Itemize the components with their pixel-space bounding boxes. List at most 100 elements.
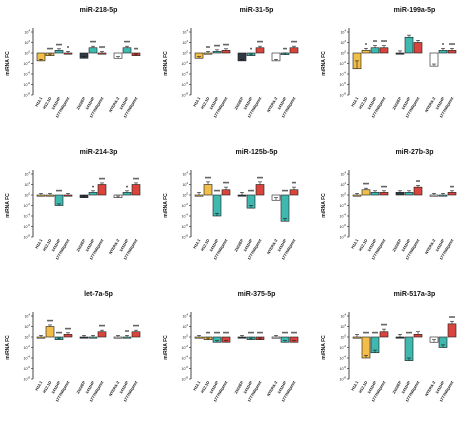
y-tick-label: 10-4 <box>340 355 347 361</box>
x-tick-label: 1411HP <box>50 380 61 395</box>
significance-label: *** <box>133 177 140 183</box>
x-tick-label: 2102EP <box>233 380 244 395</box>
x-tick-label: H12.1D <box>41 96 52 110</box>
y-tick-label: 104 <box>182 171 188 177</box>
y-tick-label: 102 <box>24 39 30 45</box>
significance-label: *** <box>406 332 413 338</box>
bar <box>280 194 290 222</box>
y-tick-label: 10-8 <box>340 376 347 382</box>
x-tick-label: 1411HP <box>242 238 253 253</box>
bar <box>404 192 414 196</box>
chart-panel: miR-27b-3p miRNA FC 10-8 10-6 10-4 10-2 100 102… <box>321 149 457 261</box>
significance-label: *** <box>248 190 255 196</box>
bar <box>237 194 247 197</box>
chart-panel: miR-125b-5p miRNA FC 10-8 10-6 10-4 10-2 100 10… <box>163 149 299 261</box>
y-tick-label: 10-2 <box>340 60 347 66</box>
x-tick-label: 1411HP <box>276 238 287 253</box>
bar <box>289 189 299 196</box>
bar <box>379 192 389 196</box>
y-tick-label: 10-2 <box>182 202 189 208</box>
x-tick-label: 1411HP <box>50 96 61 111</box>
y-tick-label: 102 <box>182 323 188 329</box>
y-tick-label: 10-8 <box>24 376 31 382</box>
y-axis-label: miRNA FC <box>163 51 169 76</box>
significance-label: *** <box>449 316 456 322</box>
y-tick-label: 104 <box>182 29 188 35</box>
y-tick-label: 100 <box>340 334 346 340</box>
x-tick-label: H12.1 <box>350 95 360 107</box>
x-tick-label: H12.1 <box>192 379 202 391</box>
chart-panel: miR-31-5p miRNA FC 10-8 10-6 10-4 10-2 100 102 1… <box>163 7 299 119</box>
significance-label: *** <box>124 41 131 47</box>
significance-label: *** <box>248 332 255 338</box>
x-tick-label: 1411HP <box>84 380 95 395</box>
x-tick-label: 1411HP <box>84 238 95 253</box>
bar <box>194 336 204 339</box>
y-tick-label: 10-4 <box>182 71 189 77</box>
y-tick-label: 10-4 <box>24 213 31 219</box>
significance-label: *** <box>257 176 264 182</box>
significance-label: * <box>442 43 445 49</box>
bar <box>97 331 107 338</box>
bar <box>122 336 132 339</box>
chart-panel: miR-214-3p miRNA FC 10-8 10-6 10-4 10-2 100 102… <box>5 149 141 261</box>
y-tick-label: 10-8 <box>182 234 189 240</box>
x-tick-label: 1411HP <box>118 380 129 395</box>
x-tick-label: 1411HP <box>208 238 219 253</box>
chart-panel: miR-218-5p miRNA FC 10-8 10-6 10-4 10-2 100 102… <box>5 7 141 119</box>
x-tick-label: 1411HP <box>366 380 377 395</box>
y-tick-label: 102 <box>340 39 346 45</box>
y-tick-label: 102 <box>340 181 346 187</box>
chart-title: miR-218-5p <box>80 7 118 14</box>
y-tick-label: 104 <box>182 313 188 319</box>
bar <box>370 47 380 54</box>
x-tick-label: H12.1D <box>41 238 52 252</box>
x-tick-label: NTERA-2 <box>108 237 121 255</box>
significance-label: ** <box>125 330 130 336</box>
bar <box>352 336 362 339</box>
significance-label: *** <box>47 48 54 54</box>
significance-label: *** <box>205 176 212 182</box>
chart-title: miR-27b-3p <box>395 149 433 156</box>
significance-label: *** <box>257 332 264 338</box>
bar <box>88 336 98 339</box>
bar <box>447 323 457 338</box>
x-tick-label: 1411HP <box>276 380 287 395</box>
y-tick-label: 104 <box>24 313 30 319</box>
y-tick-label: 10-2 <box>24 202 31 208</box>
x-tick-label: 2102EP <box>391 238 402 253</box>
bar <box>289 47 299 54</box>
chart-title: miR-214-3p <box>80 149 118 156</box>
x-tick-label: H12.1 <box>192 95 202 107</box>
y-tick-label: 100 <box>24 334 30 340</box>
x-tick-label: 2102EP <box>233 238 244 253</box>
y-tick-label: 10-8 <box>182 92 189 98</box>
bar <box>221 50 231 54</box>
x-tick-label: 1411HP <box>366 96 377 111</box>
bar <box>63 52 73 55</box>
x-tick-label: H12.1D <box>357 96 368 110</box>
y-tick-label: 10-8 <box>182 376 189 382</box>
chart-panel: miR-375-5p miRNA FC 10-8 10-6 10-4 10-2 100 102… <box>163 291 299 403</box>
bar <box>447 50 457 54</box>
significance-label: *** <box>99 46 106 52</box>
chart-title: let-7a-5p <box>84 291 113 298</box>
y-tick-label: 10-6 <box>340 365 347 371</box>
chart-panel: miR-199a-5p miRNA FC 10-8 10-6 10-4 10-2 100 10… <box>321 7 457 119</box>
y-tick-label: 10-2 <box>24 344 31 350</box>
x-tick-label: H12.1 <box>350 237 360 249</box>
y-tick-label: 10-4 <box>24 71 31 77</box>
x-tick-label: NTERA-2 <box>424 95 437 113</box>
bar <box>122 47 132 54</box>
significance-label: *** <box>56 332 63 338</box>
bar <box>271 336 281 339</box>
y-tick-label: 102 <box>182 181 188 187</box>
x-tick-label: 2102EP <box>391 96 402 111</box>
significance-label: * <box>250 48 253 54</box>
significance-label: *** <box>449 43 456 49</box>
x-tick-label: 2102EP <box>233 96 244 111</box>
x-tick-label: NTERA-2 <box>266 379 279 397</box>
bar <box>404 336 414 361</box>
significance-label: *** <box>257 41 264 47</box>
bar <box>131 331 141 338</box>
